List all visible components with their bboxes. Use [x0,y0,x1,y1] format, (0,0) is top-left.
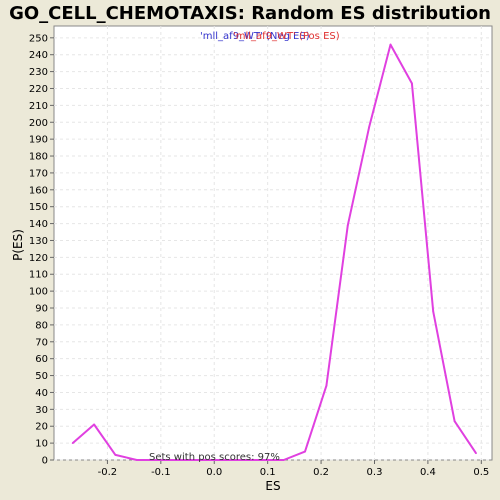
y-tick-label: 140 [29,219,48,230]
y-tick-label: 120 [29,253,48,264]
y-tick-label: 100 [29,287,48,298]
axes: 0 10 20 30 40 50 60 70 80 90 100 110 120 130 140 150 160… [29,33,489,478]
data-point [178,459,181,461]
y-tick-label: 240 [29,50,48,61]
data-point [346,224,349,227]
y-tick-label: 60 [35,354,48,365]
grid [54,26,492,461]
pos-scores-annotation: Sets with pos scores: 97% [149,452,280,463]
data-point [93,423,95,426]
legend: 'mll_af9_WT' (Neg ES) 'mll_af9_WT' (Pos … [200,31,340,42]
x-tick-label: 0.4 [420,467,436,478]
plot-area [53,25,493,461]
x-tick-label: -0.1 [151,467,171,478]
legend-neg-es: 'mll_af9_WT' (Neg ES) [200,31,310,42]
y-tick-label: 110 [29,270,48,281]
data-point [432,310,435,313]
y-tick-label: 160 [29,185,48,196]
data-point [157,459,160,461]
data-point [135,459,138,461]
x-tick-label: 0.3 [367,467,383,478]
y-tick-label: 40 [35,388,48,399]
series-line-0 [72,43,477,461]
x-tick-label: 0.2 [313,467,329,478]
y-tick-label: 230 [29,67,48,78]
series-layer [71,43,477,461]
y-tick-label: 210 [29,101,48,112]
y-tick-label: 250 [29,33,48,44]
y-tick-label: 180 [29,152,48,163]
y-tick-label: 20 [35,422,48,433]
data-point [282,459,285,461]
x-tick-label: 0.5 [473,467,489,478]
y-tick-label: 70 [35,337,48,348]
data-point [199,459,202,461]
data-point [389,43,392,46]
chart-title: GO_CELL_CHEMOTAXIS: Random ES distributi… [9,3,491,24]
data-point [242,459,245,461]
y-tick-label: 220 [29,84,48,95]
data-point [475,452,477,455]
y-tick-label: 200 [29,118,48,129]
x-tick-label: 0.1 [260,467,276,478]
y-tick-label: 30 [35,405,48,416]
x-tick-label: -0.2 [98,467,118,478]
data-point [304,450,306,453]
y-axis-label: P(ES) [11,229,25,261]
data-point [410,82,413,85]
data-point [221,459,224,461]
data-point [453,420,456,423]
data-point [71,442,74,445]
data-point [325,384,328,387]
y-tick-label: 190 [29,135,48,146]
data-point [114,454,117,456]
legend-pos-es: 'mll_af9_WT' (Pos ES) [233,31,340,42]
data-point [264,459,266,461]
y-tick-label: 0 [42,456,48,467]
x-axis-label: ES [265,479,280,493]
y-tick-label: 90 [35,304,48,315]
y-tick-label: 80 [35,320,48,331]
y-tick-label: 50 [35,371,48,382]
x-tick-label: 0.0 [206,467,222,478]
data-point [368,126,371,129]
y-tick-label: 130 [29,236,48,247]
y-tick-label: 170 [29,168,48,179]
y-tick-label: 150 [29,202,48,213]
y-tick-label: 10 [35,439,48,450]
